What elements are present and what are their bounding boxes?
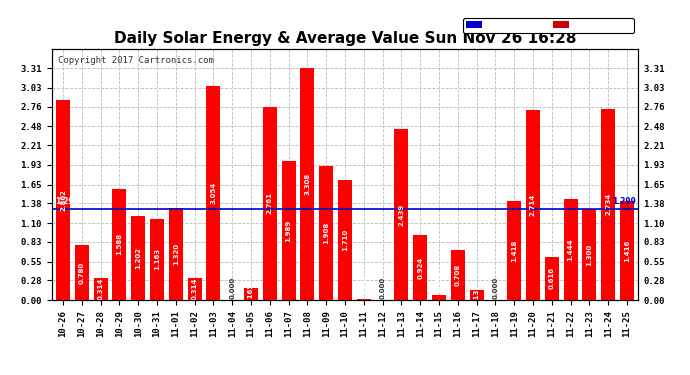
Bar: [112, 189, 126, 300]
Bar: [451, 251, 465, 300]
Text: 0.000: 0.000: [493, 277, 498, 299]
Bar: [564, 199, 578, 300]
Text: 2.714: 2.714: [530, 194, 536, 216]
Text: 1.300: 1.300: [586, 243, 593, 266]
Bar: [338, 180, 352, 300]
Bar: [94, 278, 108, 300]
Bar: [469, 290, 484, 300]
Bar: [432, 295, 446, 300]
Bar: [319, 166, 333, 300]
Title: Daily Solar Energy & Average Value Sun Nov 26 16:28: Daily Solar Energy & Average Value Sun N…: [114, 31, 576, 46]
Text: 0.165: 0.165: [248, 283, 254, 305]
Bar: [244, 288, 258, 300]
Bar: [263, 107, 277, 300]
Bar: [620, 201, 634, 300]
Bar: [206, 86, 221, 300]
Bar: [169, 208, 183, 300]
Text: 1.202: 1.202: [135, 247, 141, 269]
Text: 1.588: 1.588: [117, 233, 122, 255]
Text: 1.163: 1.163: [154, 248, 160, 270]
Text: 1.710: 1.710: [342, 229, 348, 251]
Text: 1.299: 1.299: [613, 197, 636, 206]
Text: 0.616: 0.616: [549, 267, 555, 290]
Bar: [507, 201, 521, 300]
Text: 0.137: 0.137: [473, 284, 480, 306]
Text: 0.708: 0.708: [455, 264, 461, 286]
Bar: [56, 100, 70, 300]
Bar: [395, 129, 408, 300]
Legend: Average  ($), Daily   ($): Average ($), Daily ($): [463, 18, 633, 33]
Text: 0.017: 0.017: [361, 273, 367, 295]
Text: 0.780: 0.780: [79, 262, 85, 284]
Bar: [601, 109, 615, 300]
Text: 1.418: 1.418: [511, 239, 518, 262]
Bar: [131, 216, 146, 300]
Text: 0.000: 0.000: [229, 277, 235, 299]
Text: 1.908: 1.908: [323, 222, 329, 245]
Bar: [282, 161, 295, 300]
Bar: [150, 219, 164, 300]
Text: 1.299: 1.299: [55, 197, 79, 206]
Text: 0.068: 0.068: [436, 270, 442, 292]
Text: 2.761: 2.761: [267, 192, 273, 214]
Text: 3.308: 3.308: [304, 173, 310, 195]
Bar: [357, 299, 371, 300]
Text: 0.314: 0.314: [192, 278, 197, 300]
Text: 0.314: 0.314: [97, 278, 104, 300]
Bar: [300, 69, 315, 300]
Text: 2.862: 2.862: [60, 189, 66, 211]
Bar: [544, 257, 559, 300]
Text: 0.000: 0.000: [380, 277, 386, 299]
Text: 1.989: 1.989: [286, 219, 292, 242]
Text: 2.734: 2.734: [605, 193, 611, 216]
Bar: [75, 245, 89, 300]
Text: 2.439: 2.439: [398, 204, 404, 226]
Bar: [188, 278, 201, 300]
Text: 1.416: 1.416: [624, 239, 630, 262]
Bar: [582, 209, 596, 300]
Text: 0.924: 0.924: [417, 256, 423, 279]
Text: 1.444: 1.444: [568, 238, 573, 261]
Text: Copyright 2017 Cartronics.com: Copyright 2017 Cartronics.com: [58, 56, 213, 65]
Bar: [526, 110, 540, 300]
Text: 3.054: 3.054: [210, 182, 217, 204]
Text: 1.320: 1.320: [172, 243, 179, 265]
Bar: [413, 236, 427, 300]
